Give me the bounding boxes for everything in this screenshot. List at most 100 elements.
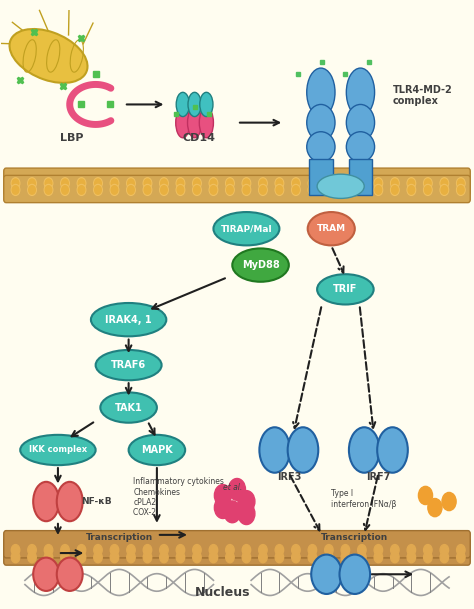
Ellipse shape xyxy=(349,428,380,473)
Circle shape xyxy=(341,178,350,189)
Circle shape xyxy=(391,185,399,195)
Circle shape xyxy=(110,552,118,563)
Ellipse shape xyxy=(259,428,290,473)
Circle shape xyxy=(227,179,233,188)
Text: TAK1: TAK1 xyxy=(115,403,143,412)
Circle shape xyxy=(375,186,382,194)
Circle shape xyxy=(407,178,416,189)
Circle shape xyxy=(45,186,52,194)
Circle shape xyxy=(325,185,333,195)
Circle shape xyxy=(45,179,52,188)
Circle shape xyxy=(325,552,333,563)
Circle shape xyxy=(375,179,382,188)
Ellipse shape xyxy=(377,428,408,473)
Circle shape xyxy=(391,544,399,555)
Text: Transcription: Transcription xyxy=(86,533,153,543)
FancyBboxPatch shape xyxy=(4,538,470,565)
Circle shape xyxy=(127,552,135,563)
Circle shape xyxy=(94,185,102,195)
Circle shape xyxy=(143,544,152,555)
Circle shape xyxy=(12,186,19,194)
Circle shape xyxy=(11,544,20,555)
Text: TLR4-MD-2
complex: TLR4-MD-2 complex xyxy=(392,85,452,106)
Circle shape xyxy=(424,178,432,189)
Circle shape xyxy=(424,185,432,195)
Circle shape xyxy=(442,493,456,510)
Circle shape xyxy=(238,491,255,512)
Circle shape xyxy=(259,178,267,189)
Circle shape xyxy=(127,185,135,195)
Circle shape xyxy=(226,185,234,195)
Circle shape xyxy=(227,186,233,194)
Circle shape xyxy=(61,552,69,563)
Circle shape xyxy=(177,186,184,194)
Ellipse shape xyxy=(57,482,82,521)
Circle shape xyxy=(325,544,333,555)
Circle shape xyxy=(341,552,350,563)
Circle shape xyxy=(111,186,118,194)
Ellipse shape xyxy=(176,93,190,116)
Circle shape xyxy=(275,185,283,195)
Circle shape xyxy=(128,186,134,194)
Circle shape xyxy=(308,178,317,189)
Circle shape xyxy=(160,552,168,563)
Circle shape xyxy=(309,179,316,188)
Ellipse shape xyxy=(288,428,318,473)
Circle shape xyxy=(242,544,251,555)
Circle shape xyxy=(391,552,399,563)
Circle shape xyxy=(176,178,185,189)
Circle shape xyxy=(275,552,283,563)
Ellipse shape xyxy=(33,558,59,591)
Text: IRF7: IRF7 xyxy=(366,472,391,482)
Circle shape xyxy=(309,186,316,194)
Circle shape xyxy=(176,552,185,563)
Circle shape xyxy=(194,186,200,194)
Circle shape xyxy=(62,179,68,188)
Text: Nucleus: Nucleus xyxy=(195,586,251,599)
Circle shape xyxy=(176,185,185,195)
Circle shape xyxy=(441,179,447,188)
Circle shape xyxy=(374,552,383,563)
Circle shape xyxy=(28,178,36,189)
Circle shape xyxy=(357,178,366,189)
Text: MAPK: MAPK xyxy=(141,445,173,455)
Circle shape xyxy=(144,179,151,188)
Circle shape xyxy=(44,544,53,555)
Circle shape xyxy=(77,544,86,555)
Circle shape xyxy=(441,186,447,194)
Circle shape xyxy=(358,186,365,194)
Circle shape xyxy=(358,179,365,188)
Ellipse shape xyxy=(57,558,82,591)
Circle shape xyxy=(128,179,134,188)
Circle shape xyxy=(62,186,68,194)
Circle shape xyxy=(94,552,102,563)
Circle shape xyxy=(127,544,135,555)
Circle shape xyxy=(194,179,200,188)
Circle shape xyxy=(326,179,332,188)
Circle shape xyxy=(440,544,448,555)
Text: IRF3: IRF3 xyxy=(277,472,301,482)
Circle shape xyxy=(325,178,333,189)
Circle shape xyxy=(392,179,398,188)
Circle shape xyxy=(77,185,86,195)
Circle shape xyxy=(28,185,36,195)
Circle shape xyxy=(424,552,432,563)
Circle shape xyxy=(457,179,464,188)
Circle shape xyxy=(259,552,267,563)
Circle shape xyxy=(226,178,234,189)
Circle shape xyxy=(456,178,465,189)
Ellipse shape xyxy=(213,212,279,245)
Circle shape xyxy=(193,185,201,195)
Circle shape xyxy=(160,178,168,189)
Circle shape xyxy=(260,186,266,194)
Circle shape xyxy=(292,179,299,188)
Circle shape xyxy=(177,179,184,188)
Ellipse shape xyxy=(100,392,157,423)
Ellipse shape xyxy=(200,93,213,116)
Circle shape xyxy=(392,186,398,194)
Text: MyD88: MyD88 xyxy=(242,260,280,270)
Circle shape xyxy=(209,178,218,189)
Circle shape xyxy=(440,178,448,189)
Circle shape xyxy=(193,544,201,555)
Circle shape xyxy=(424,544,432,555)
